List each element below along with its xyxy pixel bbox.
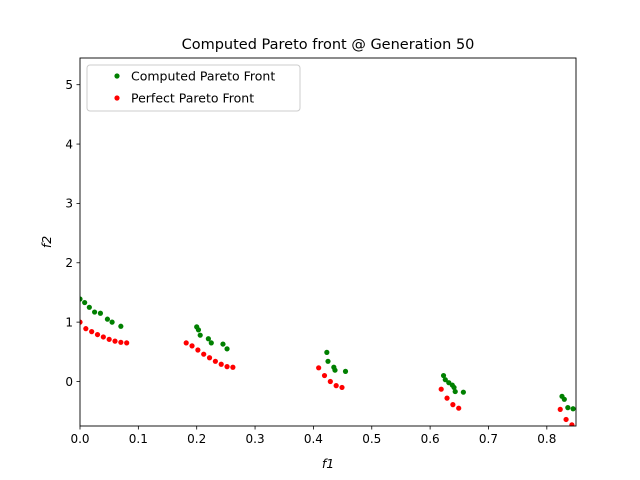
perfect-point [333, 383, 339, 389]
computed-point [195, 327, 202, 333]
computed-point [104, 316, 111, 322]
y-tick-label: 5 [65, 78, 73, 92]
computed-point [205, 336, 211, 342]
x-tick-label: 0.0 [70, 432, 89, 446]
legend-label-perfect: Perfect Pareto Front [131, 91, 254, 106]
perfect-point [201, 351, 207, 357]
legend-label-computed: Computed Pareto Front [131, 69, 275, 84]
perfect-point [456, 405, 462, 411]
perfect-point [569, 422, 575, 426]
legend: Computed Pareto Front Perfect Pareto Fro… [86, 64, 301, 112]
computed-point [442, 377, 448, 383]
perfect-point [321, 372, 328, 379]
x-tick-label: 0.7 [479, 432, 498, 446]
perfect-point [557, 406, 563, 412]
computed-point [451, 384, 457, 391]
computed-point [324, 349, 330, 355]
x-tick-label: 0.3 [246, 432, 265, 446]
computed-point [118, 323, 124, 329]
computed-point [440, 372, 447, 379]
y-tick-label: 1 [65, 315, 73, 329]
computed-point [570, 406, 576, 412]
perfect-point [316, 365, 322, 371]
y-tick-label: 4 [65, 137, 73, 151]
axes-frame [79, 57, 577, 427]
perfect-point [94, 331, 101, 338]
y-axis-label: f2 [39, 236, 54, 248]
perfect-point [224, 364, 230, 370]
x-tick-label: 0.4 [304, 432, 323, 446]
x-tick-label: 0.6 [421, 432, 440, 446]
computed-point [332, 367, 338, 373]
computed-point [197, 332, 203, 338]
perfect-point [450, 402, 456, 408]
x-tick-label: 0.2 [187, 432, 206, 446]
points-layer [80, 296, 576, 426]
x-tick-label: 0.8 [537, 432, 556, 446]
computed-point [86, 304, 92, 310]
perfect-point [118, 339, 124, 345]
computed-point [342, 368, 349, 374]
y-tick-label: 2 [65, 256, 73, 270]
computed-point [565, 405, 571, 411]
computed-point [220, 341, 226, 347]
perfect-point [80, 319, 83, 325]
perfect-point [195, 347, 201, 353]
y-tick-label: 0 [65, 375, 73, 389]
computed-point [325, 358, 331, 364]
perfect-point [89, 329, 95, 335]
perfect-point [212, 358, 218, 364]
computed-point [109, 319, 115, 325]
legend-marker-computed [114, 73, 120, 79]
computed-point [561, 396, 567, 402]
perfect-point [106, 336, 112, 342]
y-axis: 0 1 2 3 4 5 [65, 78, 80, 389]
perfect-point [206, 355, 213, 361]
perfect-point [230, 364, 236, 370]
computed-point [460, 389, 466, 395]
x-tick-label: 0.1 [129, 432, 148, 446]
perfect-point [189, 343, 195, 349]
computed-point [82, 299, 88, 306]
perfect-point [124, 340, 130, 346]
perfect-point [438, 386, 444, 392]
legend-marker-perfect [114, 95, 120, 101]
perfect-point [444, 395, 450, 401]
computed-point [452, 388, 458, 395]
chart-title: Computed Pareto front @ Generation 50 [182, 37, 475, 53]
computed-point [208, 340, 214, 346]
computed-point [97, 310, 104, 316]
perfect-point [339, 384, 345, 391]
perfect-point [218, 361, 224, 367]
computed-point [91, 309, 98, 315]
perfect-point [83, 326, 89, 332]
computed-point [224, 346, 230, 352]
x-axis-label: f1 [322, 456, 334, 471]
x-axis: 0.0 0.1 0.2 0.3 0.4 0.5 0.6 0.7 0.8 [70, 426, 556, 446]
perfect-point [100, 334, 106, 340]
legend-box [86, 64, 301, 112]
computed-point [80, 296, 83, 302]
y-tick-label: 3 [65, 197, 73, 211]
x-tick-label: 0.5 [362, 432, 381, 446]
plot-area [80, 296, 576, 426]
perfect-point [183, 340, 189, 346]
perfect-point [327, 378, 333, 385]
perfect-point [112, 338, 118, 344]
perfect-point [563, 416, 569, 423]
